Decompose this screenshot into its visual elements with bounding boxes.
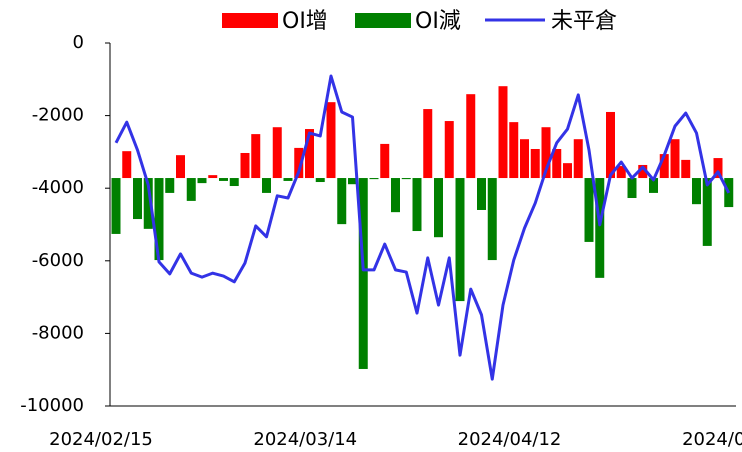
y-tick-label: -6000 — [32, 250, 84, 271]
bar — [477, 178, 486, 210]
bar — [186, 178, 196, 201]
legend-swatch — [222, 13, 278, 28]
bar — [240, 152, 250, 179]
bar — [520, 139, 529, 179]
x-tick-label: 2024/0 — [682, 429, 742, 450]
bar — [638, 164, 648, 179]
legend-label: OI增 — [282, 9, 328, 34]
bar — [337, 178, 347, 225]
bar — [219, 178, 228, 181]
bar — [670, 139, 680, 179]
bar — [358, 178, 368, 369]
bar — [272, 127, 282, 179]
bar — [176, 155, 185, 179]
bar — [659, 154, 669, 179]
bar — [681, 159, 691, 179]
bar — [444, 121, 454, 179]
x-tick-label: 2024/04/12 — [458, 429, 562, 450]
bar — [595, 178, 605, 278]
bar — [391, 178, 400, 213]
bar — [251, 134, 261, 179]
bar — [208, 175, 218, 179]
bar — [154, 178, 164, 261]
bar — [165, 178, 175, 193]
legend-label: 未平倉 — [551, 9, 617, 34]
x-tick-label: 2024/02/15 — [49, 429, 153, 450]
bar — [649, 178, 658, 193]
bar — [552, 148, 562, 179]
bar — [348, 178, 357, 185]
bar — [412, 178, 422, 232]
bar — [326, 102, 336, 179]
bar — [122, 151, 132, 179]
bar — [487, 178, 497, 261]
bar — [563, 163, 572, 179]
bar — [111, 178, 121, 234]
bar — [509, 122, 519, 179]
bar — [541, 127, 551, 179]
bar — [606, 111, 615, 179]
y-tick-label: -10000 — [20, 395, 84, 416]
bar — [315, 178, 325, 183]
bar — [455, 178, 465, 302]
bar — [692, 178, 701, 205]
bar — [423, 109, 433, 179]
bar — [627, 178, 637, 199]
bar — [434, 178, 443, 238]
bar — [305, 129, 314, 179]
bar — [584, 178, 594, 242]
bar — [262, 178, 271, 193]
bar — [702, 178, 712, 246]
y-tick-label: -2000 — [32, 105, 84, 126]
y-tick-label: -4000 — [32, 177, 84, 198]
bar — [401, 178, 411, 180]
bar — [197, 178, 207, 184]
y-tick-label: -8000 — [32, 322, 84, 343]
bar — [229, 178, 239, 187]
x-tick-label: 2024/03/14 — [253, 429, 357, 450]
bar — [369, 178, 379, 180]
legend-swatch — [355, 13, 411, 28]
y-tick-label: 0 — [73, 32, 84, 53]
bar — [573, 139, 583, 179]
bar — [498, 86, 508, 179]
bar — [380, 143, 390, 179]
bar — [466, 94, 476, 179]
bar — [143, 178, 153, 229]
bar — [713, 158, 723, 179]
legend-label: OI減 — [415, 9, 461, 34]
bar — [294, 147, 304, 179]
bar — [133, 178, 142, 220]
bar — [283, 178, 293, 181]
bar — [530, 148, 540, 179]
bar — [616, 166, 626, 179]
line — [114, 74, 731, 381]
